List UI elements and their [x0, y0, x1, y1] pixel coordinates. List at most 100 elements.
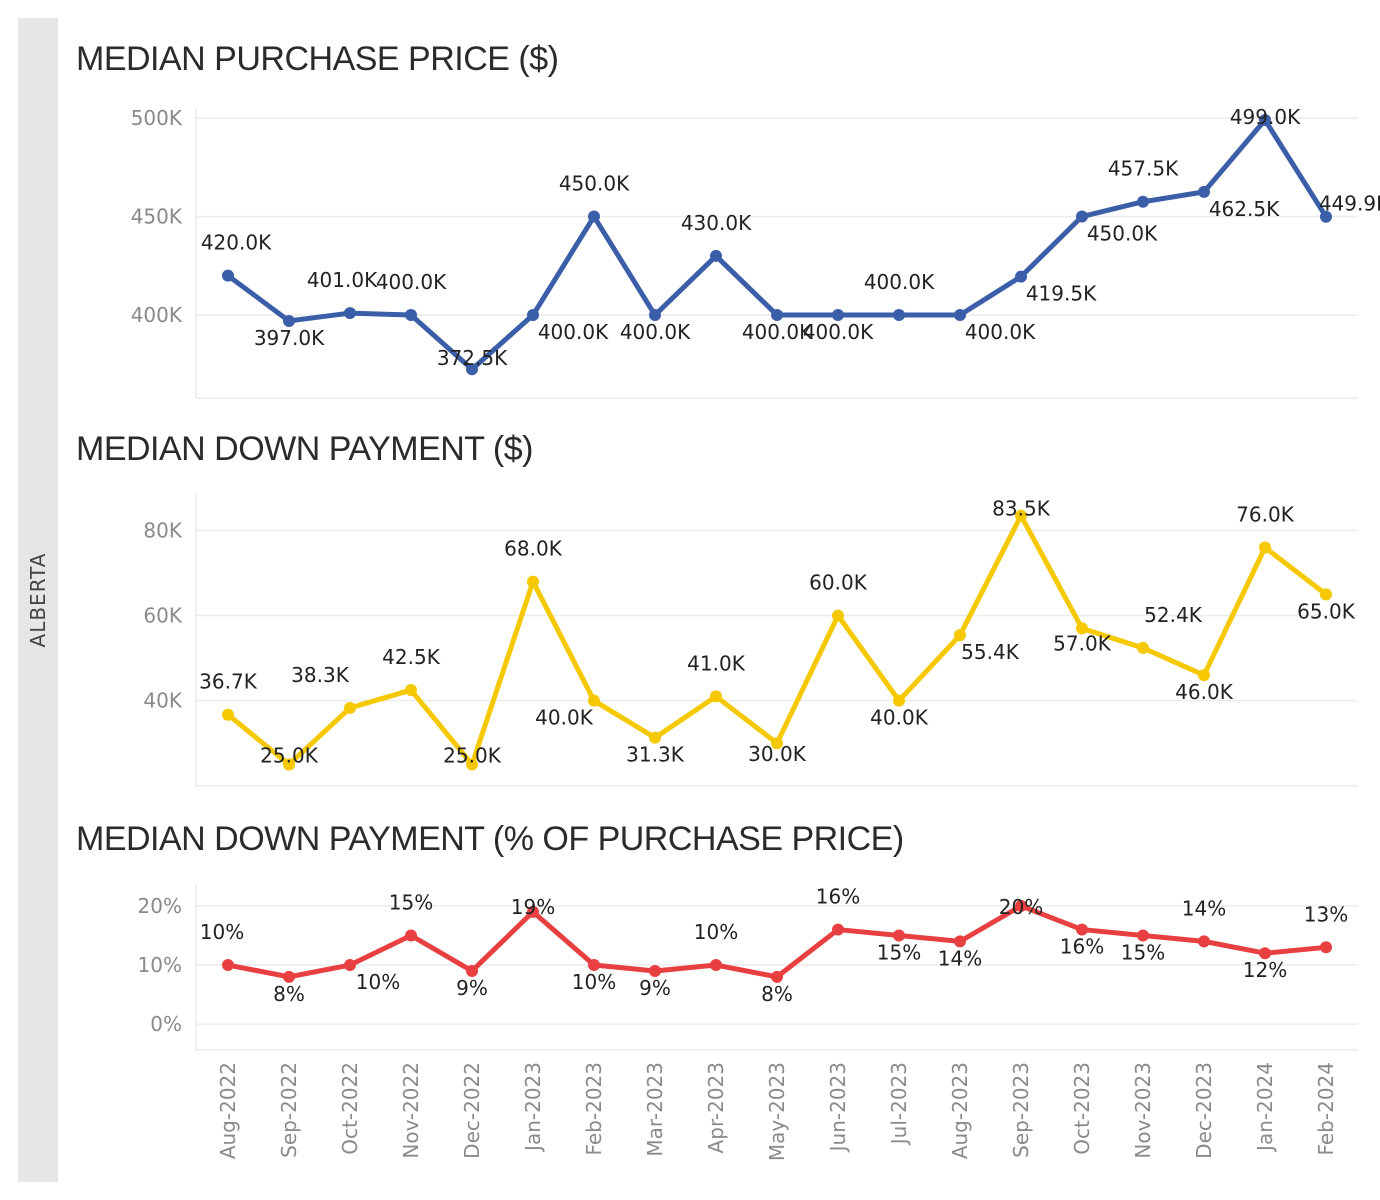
down-data-label: 68.0K: [504, 537, 563, 561]
price-data-point: [405, 309, 417, 322]
pct-data-point: [222, 959, 234, 972]
down-data-label: 31.3K: [626, 743, 685, 767]
price-data-point: [832, 309, 844, 322]
pct-data-label: 9%: [639, 976, 671, 1000]
price-data-label: 372.5K: [437, 346, 508, 370]
pct-data-point: [1198, 935, 1210, 948]
price-data-point: [1137, 195, 1149, 208]
down-y-tick-label: 60K: [143, 604, 182, 628]
down-data-point: [405, 684, 417, 697]
price-data-label: 397.0K: [254, 326, 325, 350]
price-data-point: [588, 210, 600, 223]
price-data-point: [283, 314, 295, 327]
x-tick-label: Oct-2023: [1070, 1062, 1094, 1155]
x-tick-label: Dec-2023: [1192, 1062, 1216, 1159]
price-y-tick-label: 500K: [131, 106, 183, 130]
pct-data-label: 15%: [389, 890, 433, 914]
x-tick-label: Feb-2023: [582, 1062, 606, 1156]
pct-data-label: 14%: [1182, 896, 1226, 920]
price-data-label: 457.5K: [1108, 157, 1179, 181]
pct-data-label: 10%: [356, 970, 400, 994]
down-data-label: 55.4K: [961, 640, 1020, 664]
down-data-point: [893, 694, 905, 707]
pct-data-point: [1137, 929, 1149, 942]
x-tick-label: Aug-2023: [948, 1062, 972, 1159]
pct-data-label: 19%: [511, 895, 555, 919]
down-data-point: [1198, 669, 1210, 682]
x-tick-label: Jan-2023: [521, 1062, 545, 1153]
price-data-label: 400.0K: [864, 270, 935, 294]
price-data-label: 400.0K: [538, 320, 609, 344]
down-data-label: 36.7K: [199, 670, 258, 694]
down-data-label: 83.5K: [992, 497, 1051, 521]
down-y-tick-label: 80K: [143, 519, 182, 543]
down-data-label: 30.0K: [748, 742, 807, 766]
pct-data-point: [405, 929, 417, 942]
down-series-line: [225, 513, 1329, 767]
down-data-label: 41.0K: [687, 651, 746, 675]
pct-data-label: 16%: [816, 885, 860, 909]
pct-data-point: [344, 959, 356, 972]
price-data-point: [771, 309, 783, 322]
down-data-label: 42.5K: [382, 645, 441, 669]
price-data-label: 450.0K: [559, 172, 630, 196]
pct-data-label: 16%: [1060, 935, 1104, 959]
pct-data-point: [832, 923, 844, 936]
down-data-point: [588, 694, 600, 707]
pct-data-point: [527, 905, 539, 918]
x-tick-label: Jun-2023: [826, 1062, 850, 1153]
x-tick-label: Dec-2022: [460, 1062, 484, 1159]
pct-data-point: [954, 935, 966, 948]
pct-data-label: 15%: [877, 940, 921, 964]
pct-data-point: [588, 959, 600, 972]
down-data-point: [710, 690, 722, 703]
down-data-label: 57.0K: [1053, 631, 1112, 655]
pct-data-label: 14%: [938, 946, 982, 970]
price-data-point: [1015, 270, 1027, 283]
pct-data-point: [649, 964, 661, 977]
x-tick-label: Jan-2024: [1253, 1062, 1277, 1153]
price-data-point: [954, 309, 966, 322]
down-data-point: [1076, 622, 1088, 635]
price-data-label: 430.0K: [681, 211, 752, 235]
pct-data-label: 10%: [200, 920, 244, 944]
price-data-point: [466, 363, 478, 376]
pct-data-label: 10%: [694, 920, 738, 944]
x-tick-label: Mar-2023: [643, 1062, 667, 1157]
pct-data-point: [710, 959, 722, 972]
x-tick-label: Feb-2024: [1314, 1062, 1338, 1156]
down-data-label: 40.0K: [535, 706, 594, 730]
x-tick-label: Sep-2023: [1009, 1062, 1033, 1158]
down-data-point: [954, 629, 966, 642]
x-tick-label: Oct-2022: [338, 1062, 362, 1155]
pct-y-tick-label: 10%: [138, 953, 182, 977]
price-data-point: [710, 249, 722, 262]
down-y-tick-label: 40K: [143, 689, 182, 713]
price-data-label: 400.0K: [742, 320, 813, 344]
pct-y-tick-label: 0%: [150, 1012, 182, 1036]
price-data-point: [1198, 185, 1210, 198]
down-data-point: [649, 731, 661, 744]
x-tick-label: Nov-2022: [399, 1062, 423, 1159]
price-y-tick-label: 400K: [131, 303, 183, 327]
price-data-label: 400.0K: [965, 320, 1036, 344]
pct-data-point: [466, 964, 478, 977]
price-data-point: [649, 309, 661, 322]
price-data-point: [1259, 113, 1271, 126]
x-tick-label: Jul-2023: [887, 1062, 911, 1146]
price-data-label: 462.5K: [1209, 197, 1280, 221]
x-tick-label: Nov-2023: [1131, 1062, 1155, 1159]
price-data-label: 449.9K: [1319, 192, 1380, 216]
x-tick-label: Aug-2022: [216, 1062, 240, 1159]
pct-data-label: 12%: [1243, 958, 1287, 982]
price-data-point: [893, 309, 905, 322]
pct-data-point: [1015, 899, 1027, 912]
pct-y-tick-label: 20%: [138, 894, 182, 918]
down-data-point: [222, 708, 234, 721]
price-data-point: [527, 309, 539, 322]
down-data-point: [832, 609, 844, 622]
down-data-point: [1137, 641, 1149, 654]
price-data-label: 499.0K: [1230, 105, 1301, 129]
pct-data-point: [1320, 941, 1332, 954]
